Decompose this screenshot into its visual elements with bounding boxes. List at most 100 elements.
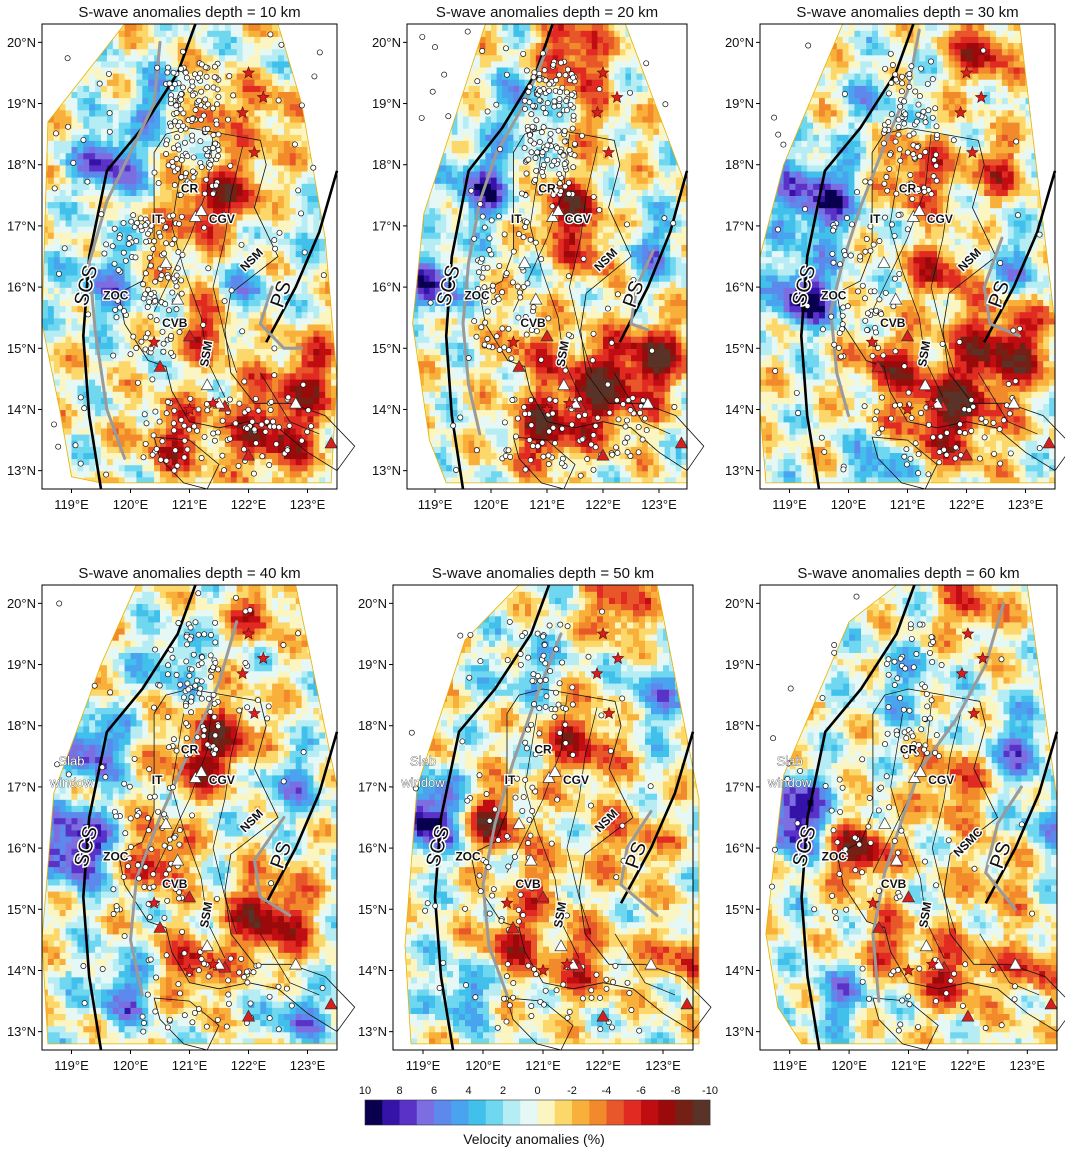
earthquake-circle	[613, 444, 619, 451]
volcano-inactive-icon	[551, 203, 565, 216]
coastline-luzon	[118, 127, 356, 472]
feature-label: ZOC	[822, 849, 848, 863]
earthquake-circle	[613, 397, 620, 404]
earthquake-circle	[168, 96, 174, 103]
earthquake-circle	[891, 658, 898, 665]
star-icon	[536, 963, 550, 976]
earthquake-circle	[84, 178, 91, 185]
earthquake-circle	[637, 409, 643, 416]
earthquake-circle	[559, 659, 566, 666]
earthquake-circle	[501, 995, 507, 1002]
x-tick-label: 119°E	[54, 1058, 89, 1073]
earthquake-circle	[831, 341, 838, 348]
earthquake-circle	[182, 702, 189, 709]
manila-trench-line	[81, 584, 197, 1051]
colorbar-swatch	[382, 1100, 400, 1125]
earthquake-circle	[915, 111, 922, 118]
earthquake-circle	[492, 806, 498, 813]
earthquake-circle	[962, 961, 969, 968]
earthquake-circle	[998, 656, 1005, 663]
earthquake-circle	[134, 812, 141, 819]
earthquake-circle	[179, 928, 186, 935]
feature-label: ZOC	[464, 288, 490, 302]
y-tick-label: 20°N	[725, 35, 754, 50]
volcano-inactive-icon	[188, 210, 202, 222]
earthquake-circle	[970, 403, 977, 410]
colorbar-tick-label: 4	[465, 1085, 471, 1097]
earthquake-circle	[922, 149, 929, 155]
earthquake-circle	[288, 1002, 295, 1009]
earthquake-circle	[886, 165, 893, 172]
earthquake-circle	[244, 425, 250, 432]
y-tick-label: 14°N	[372, 402, 401, 417]
earthquake-circle	[171, 182, 178, 189]
earthquake-circle	[140, 281, 147, 288]
earthquake-circle	[581, 411, 588, 418]
earthquake-circle	[839, 784, 846, 791]
earthquake-circle	[1007, 450, 1014, 457]
earthquake-circle	[181, 422, 188, 429]
earthquake-circle	[214, 1016, 221, 1023]
earthquake-circle	[540, 633, 547, 640]
volcano-active-icon	[182, 890, 197, 903]
earthquake-circle	[889, 221, 895, 228]
earthquake-circle	[481, 284, 488, 291]
earthquake-circle	[514, 775, 521, 782]
feature-label: ZOC	[455, 849, 481, 863]
panel-title: S-wave anomalies depth = 10 km	[78, 4, 300, 21]
volcano-active-icon	[506, 920, 520, 933]
earthquake-circle	[450, 422, 457, 429]
earthquake-circle	[255, 962, 262, 969]
earthquake-circle	[80, 963, 87, 969]
earthquake-circle	[901, 453, 908, 460]
earthquake-circle	[936, 459, 943, 466]
earthquake-circle	[464, 28, 471, 35]
earthquake-circle	[862, 248, 869, 255]
y-tick-label: 18°N	[725, 157, 754, 172]
earthquake-circle	[881, 180, 888, 187]
earthquake-circle	[244, 979, 251, 986]
earthquake-circle	[590, 193, 597, 200]
earthquake-circle	[184, 446, 191, 453]
earthquake-circle	[1005, 381, 1012, 387]
x-tick-label: 122°E	[950, 1058, 986, 1073]
star-icon	[596, 627, 610, 640]
panel-title: S-wave anomalies depth = 50 km	[432, 565, 654, 582]
earthquake-circle	[856, 841, 863, 848]
earthquake-circle	[475, 269, 482, 276]
earthquake-circle	[189, 115, 196, 122]
earthquake-circle	[883, 773, 890, 780]
earthquake-circle	[564, 623, 571, 630]
fault-line	[931, 707, 963, 934]
earthquake-circle	[183, 658, 190, 665]
earthquake-circle	[869, 353, 876, 359]
earthquake-circle	[532, 155, 539, 161]
earthquake-circle	[311, 73, 318, 80]
earthquake-circle	[156, 682, 163, 689]
earthquake-circle	[520, 234, 527, 241]
y-tick-label: 15°N	[358, 902, 387, 917]
earthquake-circle	[549, 203, 556, 210]
earthquake-circle	[166, 844, 173, 851]
earthquake-circle	[178, 290, 185, 297]
colorbar-tick-label: 0	[534, 1085, 540, 1097]
y-tick-label: 16°N	[358, 841, 387, 856]
earthquake-circle	[928, 697, 935, 704]
fault-line	[569, 146, 598, 373]
y-tick-label: 19°N	[358, 657, 387, 672]
earthquake-circle	[210, 190, 216, 197]
earthquake-circle	[938, 662, 945, 668]
fault-line	[889, 152, 944, 398]
y-tick-label: 14°N	[358, 963, 387, 978]
earthquake-circle	[146, 766, 153, 773]
fault-line	[566, 707, 598, 934]
earthquake-circle	[982, 418, 989, 425]
earthquake-circle	[195, 631, 202, 638]
earthquake-circle	[537, 189, 544, 196]
earthquake-circle	[127, 815, 134, 822]
volcano-inactive-icon	[644, 957, 658, 970]
earthquake-circle	[522, 314, 529, 320]
earthquake-circle	[142, 270, 149, 277]
earthquake-circle	[166, 307, 173, 314]
earthquake-circle	[183, 735, 190, 742]
